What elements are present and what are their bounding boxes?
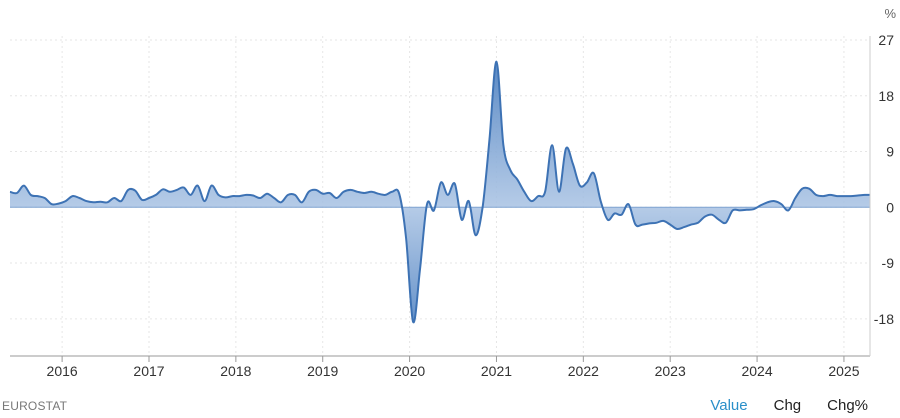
x-tick-label: 2024 — [741, 363, 772, 379]
axes: 27 18 9 0 -9 -18% 2016 2017 2018 2019 2020 2021 2022… — [10, 6, 896, 379]
y-tick-label: 27 — [878, 32, 894, 48]
x-tick-label: 2016 — [47, 363, 78, 379]
y-tick-label: 9 — [886, 144, 894, 160]
series-line — [9, 60, 871, 323]
x-tick-label: 2022 — [568, 363, 599, 379]
toggle-chg[interactable]: Chg — [773, 397, 802, 414]
view-toggle-group: Value Chg Chg% — [710, 397, 868, 414]
x-tick-label: 2023 — [655, 363, 686, 379]
x-tick-label: 2025 — [828, 363, 859, 379]
x-tick-label: 2018 — [220, 363, 251, 379]
source-label: EUROSTAT — [2, 399, 68, 413]
series — [9, 60, 871, 323]
x-tick-label: 2019 — [307, 363, 338, 379]
y-tick-label: -18 — [874, 311, 894, 327]
chart: 27 18 9 0 -9 -18% 2016 2017 2018 2019 2020 2021 2022… — [9, 6, 896, 379]
toggle-value[interactable]: Value — [710, 397, 748, 414]
area-fill-positive — [10, 61, 870, 208]
x-tick-label: 2021 — [481, 363, 512, 379]
y-tick-label: -9 — [882, 255, 895, 271]
x-tick-label: 2020 — [394, 363, 425, 379]
toggle-chg-percent[interactable]: Chg% — [827, 397, 868, 414]
x-tick-label: 2017 — [133, 363, 164, 379]
unit-label: % — [884, 6, 896, 21]
y-tick-label: 0 — [886, 199, 894, 215]
chart-footer: EUROSTAT Value Chg Chg% — [0, 392, 900, 418]
y-tick-label: 18 — [878, 88, 894, 104]
